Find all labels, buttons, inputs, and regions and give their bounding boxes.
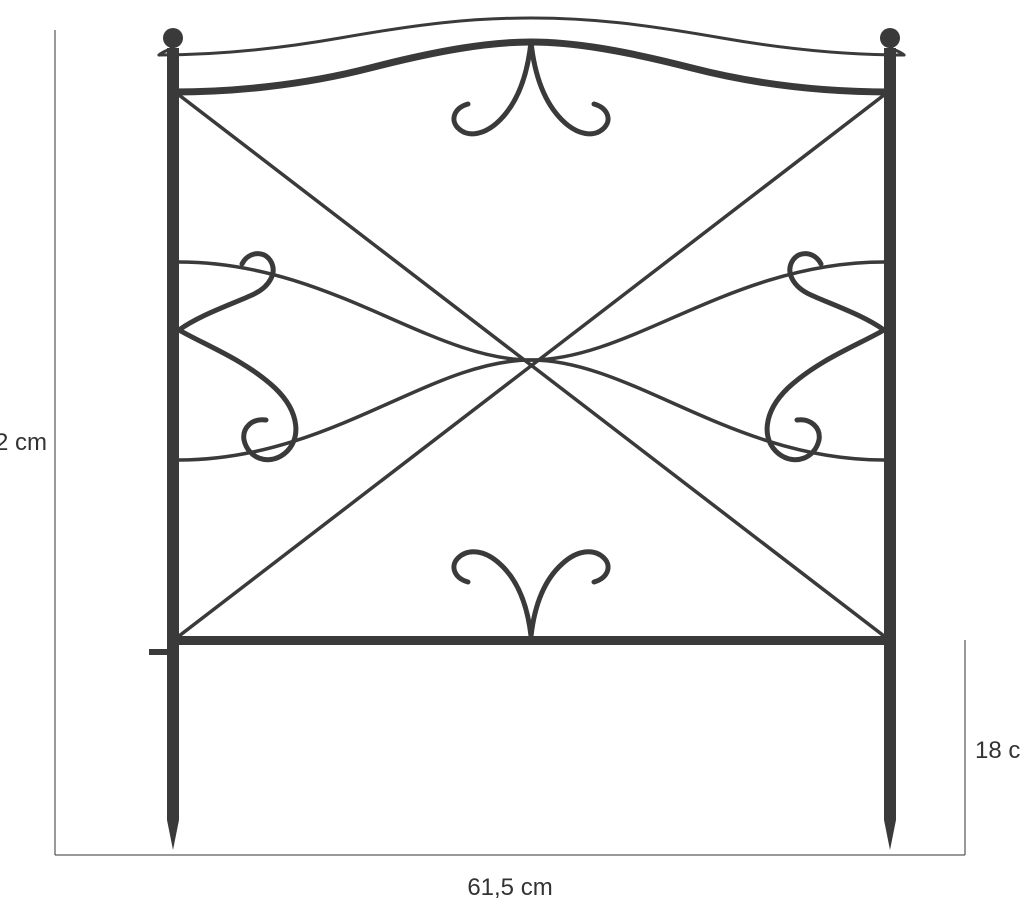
label-width: 61,5 cm <box>467 874 552 901</box>
dimension-guides <box>55 30 965 855</box>
top-scroll-left <box>454 42 531 134</box>
right-post-body <box>884 48 896 640</box>
label-stake-height: 18 cm <box>975 737 1020 764</box>
diagonals <box>179 95 884 636</box>
dimension-diagram: 62 cm 61,5 cm 18 cm <box>0 0 1020 917</box>
top-scroll-right <box>531 42 608 134</box>
right-stake <box>884 640 896 850</box>
left-post-body <box>167 48 179 640</box>
center-upper-sweep <box>179 262 884 360</box>
side-scrolls <box>179 254 884 460</box>
bottom-scrolls <box>454 552 608 636</box>
bottom-scroll-right <box>531 552 608 636</box>
top-scrolls <box>454 42 608 134</box>
left-peg <box>149 649 167 655</box>
center-lower-sweep <box>179 360 884 460</box>
left-scroll-lower <box>179 330 296 460</box>
left-post <box>149 28 183 850</box>
left-finial <box>163 28 183 48</box>
right-post <box>880 28 900 850</box>
dimension-labels: 62 cm 61,5 cm 18 cm <box>0 429 1020 901</box>
bottom-scroll-left <box>454 552 531 636</box>
center-curves <box>179 262 884 460</box>
right-finial <box>880 28 900 48</box>
label-total-height: 62 cm <box>0 429 47 456</box>
left-stake <box>167 640 179 850</box>
fence-drawing <box>149 18 904 850</box>
right-scroll-lower <box>767 330 884 460</box>
